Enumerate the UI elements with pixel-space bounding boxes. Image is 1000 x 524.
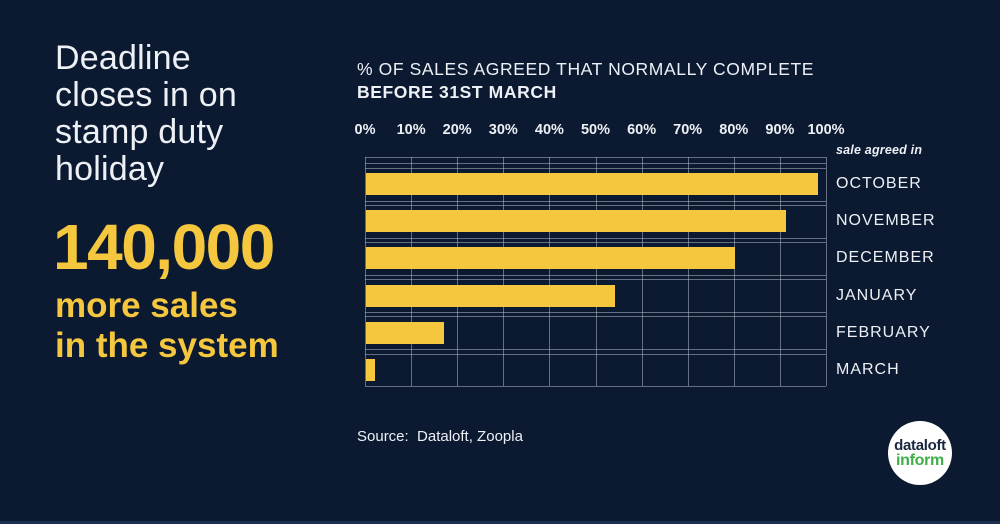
gridline-vertical <box>411 157 412 386</box>
gridline-vertical <box>688 157 689 386</box>
gridline-horizontal <box>365 279 826 281</box>
bar-october <box>366 173 818 196</box>
chart-title-line2: BEFORE 31ST MARCH <box>357 82 557 102</box>
gridline-horizontal <box>365 242 826 244</box>
x-tick-label: 10% <box>396 122 426 138</box>
gridline-horizontal <box>365 163 826 165</box>
gridline-vertical <box>826 157 827 386</box>
category-label-january: JANUARY <box>836 286 918 304</box>
gridline-horizontal <box>365 316 826 318</box>
bar-january <box>366 284 615 307</box>
x-tick-label: 70% <box>673 122 703 138</box>
x-tick-label: 100% <box>807 122 845 138</box>
bar-march <box>366 358 376 381</box>
x-tick-label: 60% <box>627 122 657 138</box>
gridline-vertical <box>596 157 597 386</box>
gridline-vertical <box>734 157 735 386</box>
gridline-horizontal <box>365 274 826 276</box>
x-tick-label: 20% <box>442 122 472 138</box>
category-label-march: MARCH <box>836 360 900 378</box>
logo-line2: inform <box>896 451 944 469</box>
dataloft-inform-logo: dataloft inform <box>888 421 952 485</box>
bar-november <box>366 210 786 233</box>
source-text: Source: Dataloft, Zoopla <box>357 428 523 445</box>
gridline-horizontal <box>365 205 826 207</box>
logo-line1: dataloft <box>894 436 946 454</box>
stat-caption: more sales in the system <box>55 286 279 365</box>
bar-december <box>366 247 735 270</box>
series-note: sale agreed in <box>836 143 923 157</box>
gridline-vertical <box>780 157 781 386</box>
gridline-horizontal <box>365 386 826 387</box>
x-tick-label: 30% <box>488 122 518 138</box>
category-label-february: FEBRUARY <box>836 323 931 341</box>
gridline-horizontal <box>365 157 826 158</box>
bar-february <box>366 321 445 344</box>
x-tick-label: 90% <box>765 122 795 138</box>
category-label-december: DECEMBER <box>836 249 935 267</box>
bottom-accent-strip <box>0 521 1000 524</box>
headline: Deadline closes in on stamp duty holiday <box>55 39 237 188</box>
gridline-vertical <box>457 157 458 386</box>
x-tick-label: 40% <box>534 122 564 138</box>
bar-chart-plot <box>365 156 827 387</box>
gridline-horizontal <box>365 311 826 313</box>
gridline-vertical <box>642 157 643 386</box>
x-tick-label: 80% <box>719 122 749 138</box>
gridline-horizontal <box>365 348 826 350</box>
gridline-vertical <box>365 157 366 386</box>
x-axis: 0% 10% 20% 30% 40% 50% 60% 70% 80% 90% 100% <box>355 122 845 140</box>
category-label-november: NOVEMBER <box>836 212 936 230</box>
gridline-vertical <box>549 157 550 386</box>
chart-title-line1: % OF SALES AGREED THAT NORMALLY COMPLETE <box>357 59 815 79</box>
x-tick-label: 50% <box>580 122 611 138</box>
chart-title: % OF SALES AGREED THAT NORMALLY COMPLETE… <box>357 58 814 103</box>
x-tick-label: 0% <box>354 122 376 138</box>
gridline-horizontal <box>365 353 826 355</box>
gridline-horizontal <box>365 168 826 169</box>
gridline-horizontal <box>365 200 826 202</box>
gridline-horizontal <box>365 237 826 239</box>
category-label-october: OCTOBER <box>836 175 922 193</box>
stat-number: 140,000 <box>53 211 275 283</box>
gridline-vertical <box>503 157 504 386</box>
